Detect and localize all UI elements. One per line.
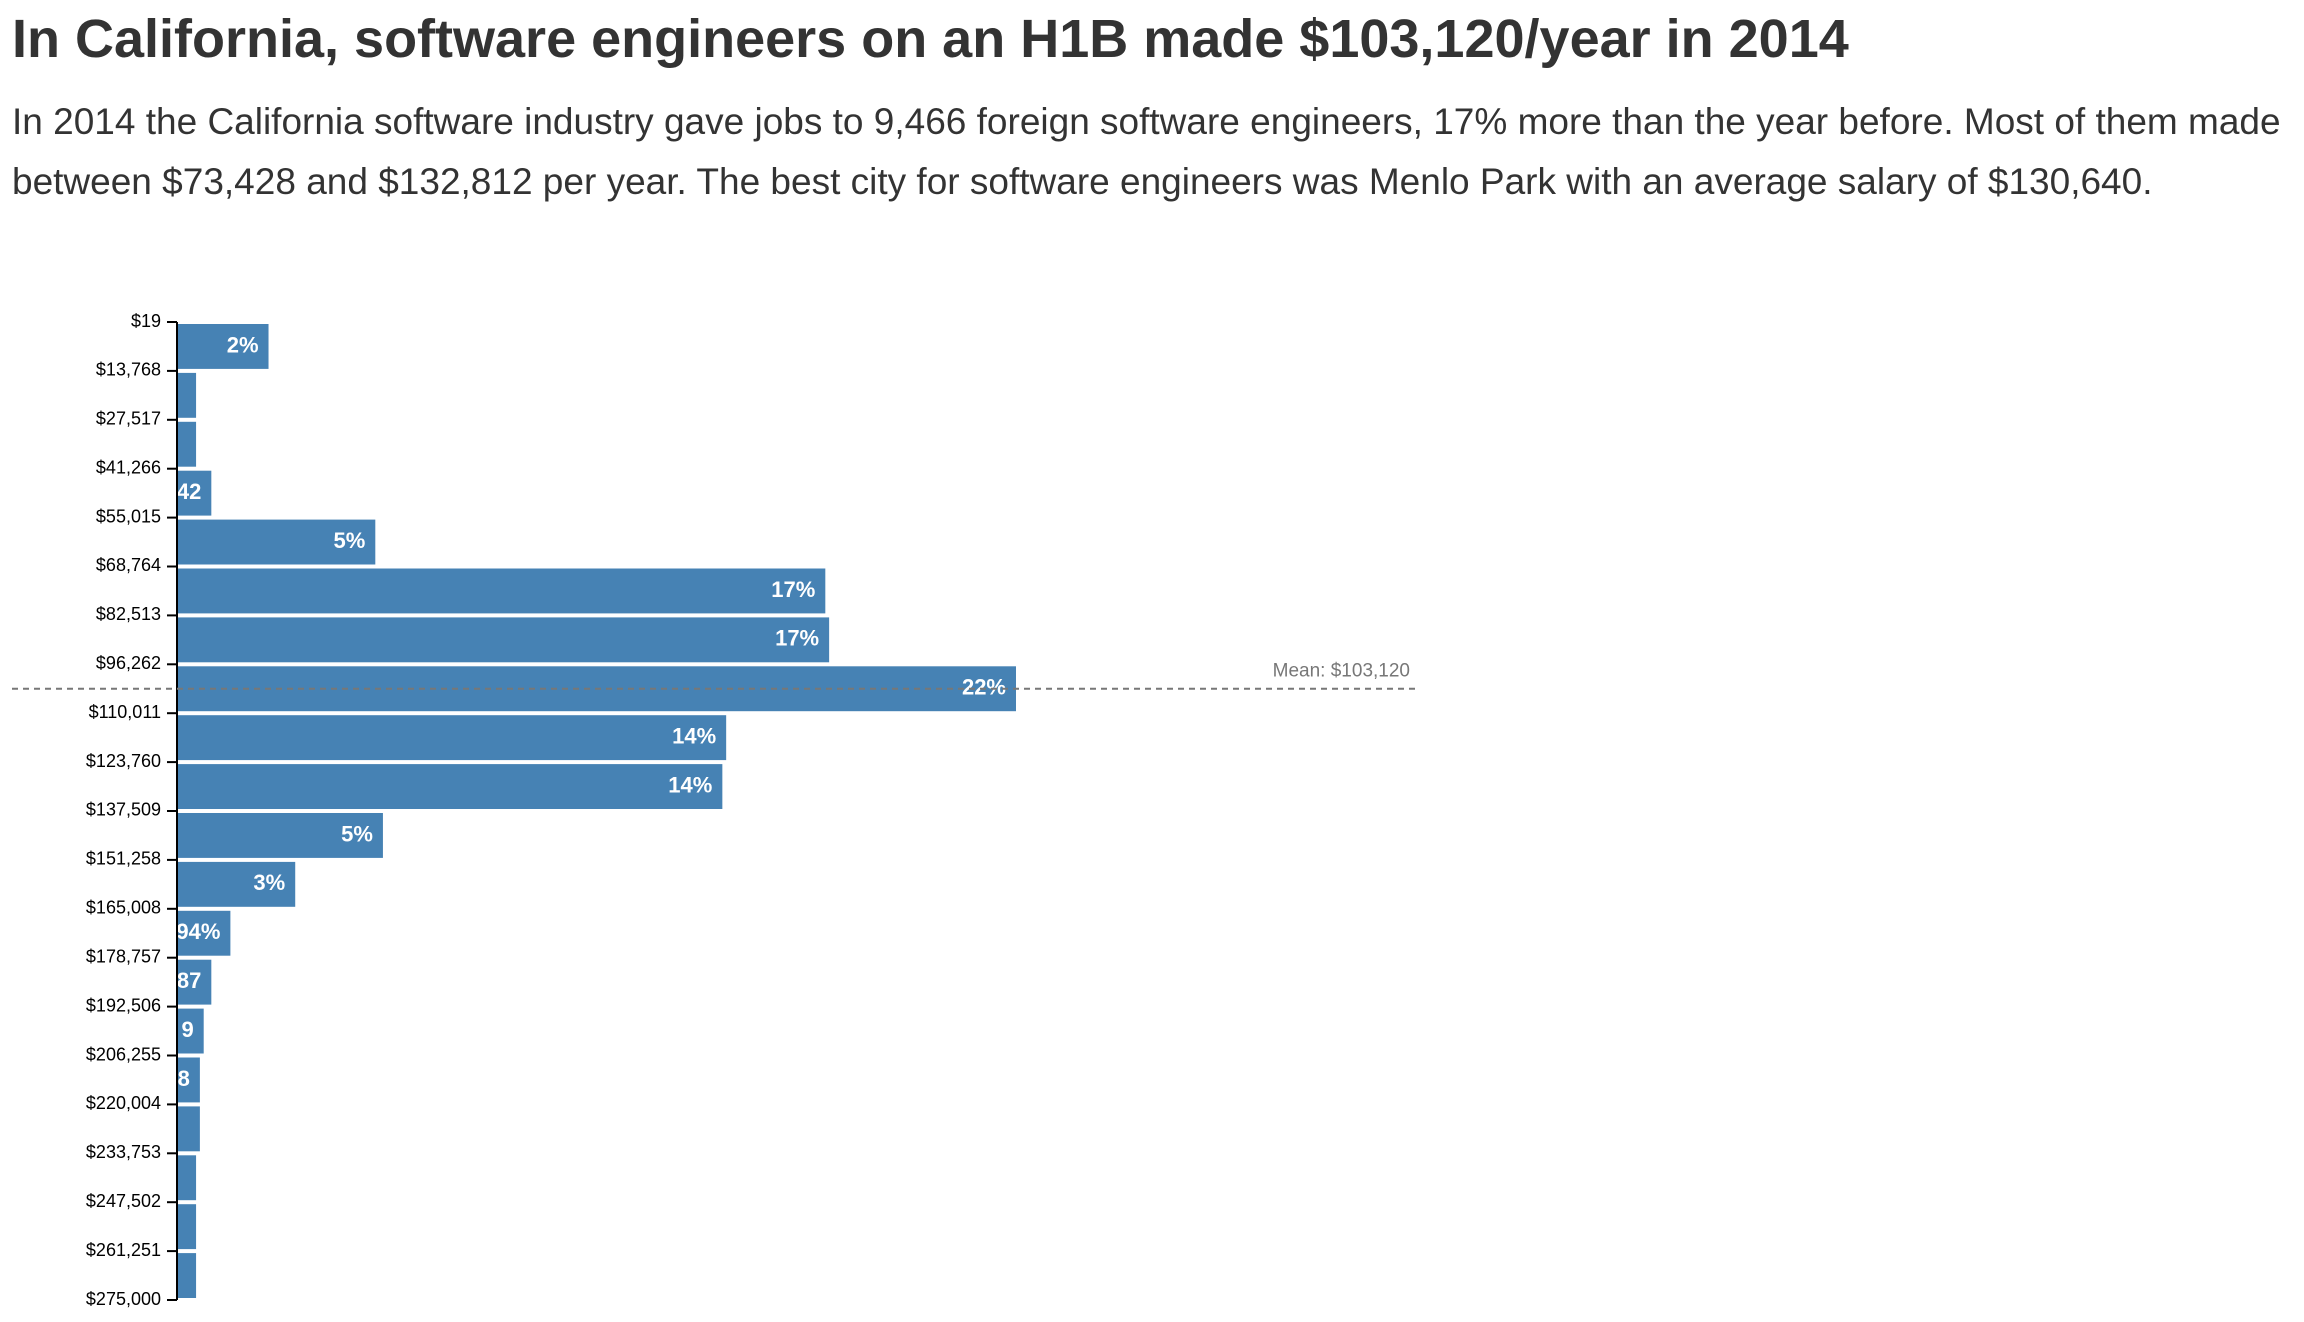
bar [177,324,269,369]
y-tick-label: $55,015 [96,506,161,526]
bar-label: 22% [962,675,1006,700]
bar [177,812,383,858]
bar-label: 42 [177,479,201,504]
chart-title: In California, software engineers on an … [12,9,1849,69]
bar [177,519,376,565]
y-tick-label: $220,004 [86,1093,161,1113]
y-tick-label: $68,764 [96,555,161,575]
y-tick-label: $151,258 [86,849,161,869]
y-tick-label: $13,768 [96,360,161,380]
y-tick-label: $206,255 [86,1044,161,1064]
bar [177,1155,197,1201]
bar-label: 5% [334,528,366,553]
y-tick-label: $192,506 [86,995,161,1015]
y-tick-label: $275,000 [86,1289,161,1309]
y-tick-label: $137,509 [86,800,161,820]
bar-label: 94% [176,919,220,944]
bar-label: 3% [253,870,285,895]
bar [177,1253,197,1298]
bar [177,372,197,418]
bar-label: 2% [227,332,259,357]
bar [177,1106,200,1152]
y-tick-label: $261,251 [86,1240,161,1260]
y-tick-label: $233,753 [86,1142,161,1162]
plot-area: 2% 42 5% 17% 17% 22% 14% 14% 5% 3% 94% 87 9 8 [176,324,1016,1298]
y-tick-label: $123,760 [86,751,161,771]
y-tick-label: $27,517 [96,409,161,429]
y-tick-label: $247,502 [86,1191,161,1211]
bar-label: 5% [341,821,373,846]
bar-label: 17% [775,626,819,651]
bar-label: 8 [178,1066,190,1091]
bar [177,1057,200,1103]
bar [177,470,212,516]
bar [177,1008,204,1054]
y-tick-label: $96,262 [96,653,161,673]
bar [177,910,231,956]
y-tick-label: $82,513 [96,604,161,624]
bar [177,568,826,614]
y-tick-label: $41,266 [96,457,161,477]
y-tick-label: $110,011 [89,702,161,722]
bar-label: 17% [771,577,815,602]
bar-label: 87 [177,968,201,993]
bar [177,861,296,907]
bar [177,764,723,809]
bar [177,715,727,761]
y-tick-label: $19 [131,311,161,331]
chart-subtitle: In 2014 the California software industry… [12,101,2281,202]
y-tick-label: $178,757 [86,946,161,966]
bar-label: 9 [181,1017,193,1042]
bar [177,617,830,663]
bar [177,421,197,467]
bar [177,959,212,1005]
y-tick-label: $165,008 [86,898,161,918]
bar [177,1204,197,1250]
bar-label: 14% [668,772,712,797]
bar-label: 14% [672,723,716,748]
mean-label: Mean: $103,120 [1273,661,1410,682]
